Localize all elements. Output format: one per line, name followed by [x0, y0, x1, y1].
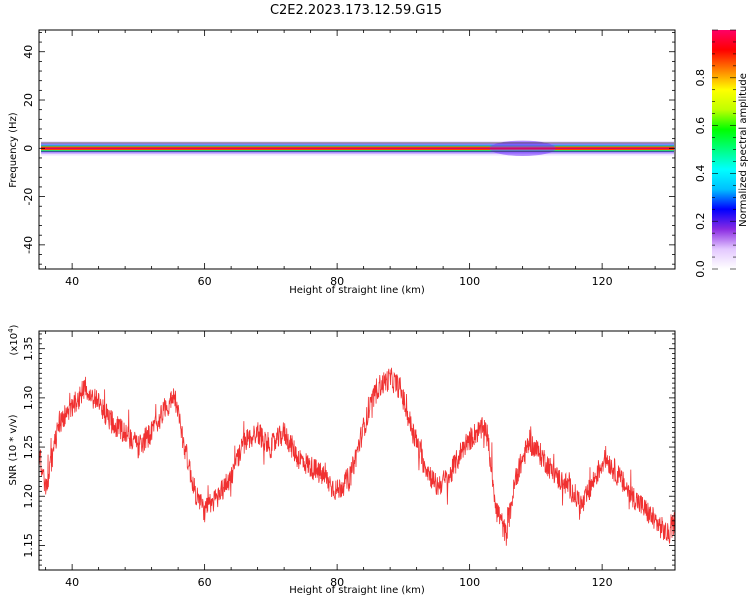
colorbar-ticks: 0.0 0.2 0.4 0.6 0.8: [694, 29, 736, 278]
spectrogram-frame: [38, 29, 676, 270]
snr-series-line: [39, 367, 675, 546]
x-tick-label: 100: [459, 275, 480, 288]
x-tick-label: 60: [198, 576, 212, 589]
y-tick-label: -40: [22, 236, 35, 254]
y-tick-label: 20: [22, 93, 35, 107]
colorbar-tick-label: 0.4: [694, 165, 707, 183]
y-tick-label: 1.15: [22, 533, 35, 558]
spectrogram-y-ticks: -40 -20 0 20 40: [22, 32, 675, 265]
snr-frame: [38, 330, 676, 571]
snr-x-ticks: 40 60 80 100 120: [45, 331, 656, 589]
y-tick-label: 1.35: [22, 336, 35, 361]
snr-x-axis-label: Height of straight line (km): [289, 585, 425, 596]
snr-y-ticks: 1.15 1.20 1.25 1.30 1.35: [22, 333, 675, 566]
figure-title: C2E2.2023.173.12.59.G15: [270, 3, 442, 18]
snr-panel: 40 60 80 100 120 1.15 1.20 1.25 1.30 1.35 Height…: [7, 324, 676, 596]
x-tick-label: 120: [592, 576, 613, 589]
colorbar-gradient: [712, 30, 736, 269]
y-tick-label: 40: [22, 45, 35, 59]
x-tick-label: 120: [592, 275, 613, 288]
x-tick-label: 40: [65, 275, 79, 288]
colorbar-tick-label: 0.0: [694, 260, 707, 278]
y-tick-label: 1.30: [22, 386, 35, 411]
colorbar-tick-label: 0.6: [694, 117, 707, 135]
spectrogram-x-ticks: 40 60 80 100 120: [45, 30, 656, 288]
spectrogram-panel: 40 60 80 100 120 -40 -20 0 20 40 Height of strai…: [8, 29, 676, 296]
y-tick-label: 0: [22, 145, 35, 152]
snr-y-axis-label: SNR (10 * v/v): [8, 414, 19, 485]
snr-scale-note: (x104): [7, 324, 20, 355]
colorbar-tick-label: 0.8: [694, 69, 707, 87]
y-tick-label: 1.20: [22, 484, 35, 509]
x-tick-label: 80: [330, 275, 344, 288]
x-tick-label: 80: [330, 576, 344, 589]
spectral-band: [41, 140, 674, 157]
y-tick-label: 1.25: [22, 435, 35, 460]
colorbar: 0.0 0.2 0.4 0.6 0.8 Normalized spectral ampl…: [694, 29, 749, 278]
x-tick-label: 40: [65, 576, 79, 589]
spectrogram-y-axis-label: Frequency (Hz): [8, 112, 19, 188]
spectrogram-x-axis-label: Height of straight line (km): [289, 285, 425, 296]
y-tick-label: -20: [22, 188, 35, 206]
colorbar-tick-label: 0.2: [694, 212, 707, 230]
x-tick-label: 100: [459, 576, 480, 589]
x-tick-label: 60: [198, 275, 212, 288]
colorbar-label: Normalized spectral amplitude: [738, 73, 749, 227]
